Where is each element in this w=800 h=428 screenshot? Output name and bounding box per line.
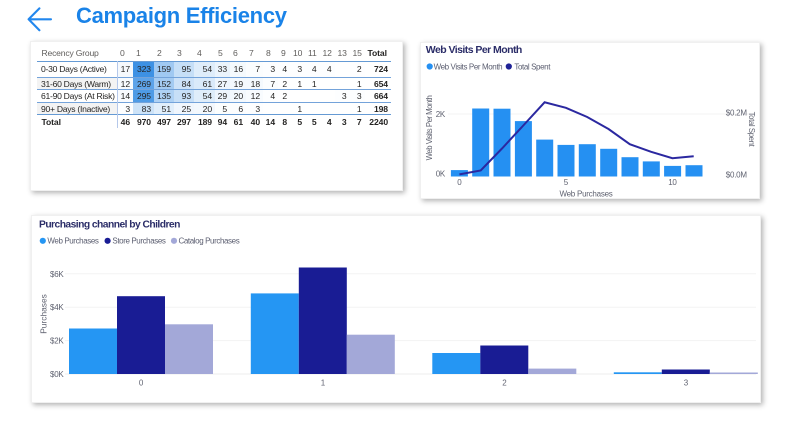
svg-text:1: 1	[321, 378, 326, 387]
svg-text:Purchasing channel by Children: Purchasing channel by Children	[39, 220, 180, 231]
svg-text:2K: 2K	[436, 110, 446, 119]
svg-text:Web Visits Per Month: Web Visits Per Month	[434, 62, 503, 71]
svg-text:$0K: $0K	[50, 370, 64, 379]
svg-text:2: 2	[502, 378, 507, 387]
svg-text:10: 10	[668, 178, 677, 187]
svg-text:Web Purchases: Web Purchases	[47, 237, 99, 246]
svg-text:Catalog Purchases: Catalog Purchases	[179, 237, 240, 246]
svg-text:Purchases: Purchases	[39, 294, 49, 334]
svg-text:Total Spent: Total Spent	[514, 62, 551, 71]
svg-text:0: 0	[139, 378, 144, 387]
svg-text:$0.0M: $0.0M	[726, 170, 748, 179]
svg-text:0K: 0K	[436, 170, 446, 179]
svg-text:$6K: $6K	[50, 270, 64, 279]
svg-text:0: 0	[457, 178, 462, 187]
svg-text:Total Spent: Total Spent	[747, 112, 756, 148]
svg-text:5: 5	[564, 178, 569, 187]
svg-text:$2K: $2K	[50, 337, 64, 346]
svg-text:Web Visits Per Month: Web Visits Per Month	[425, 96, 434, 161]
svg-text:$4K: $4K	[50, 303, 64, 312]
svg-text:Web Purchases: Web Purchases	[559, 189, 612, 198]
svg-text:3: 3	[684, 378, 689, 387]
svg-text:Store Purchases: Store Purchases	[112, 237, 166, 246]
svg-text:$0.2M: $0.2M	[726, 109, 748, 118]
svg-text:Web Visits Per Month: Web Visits Per Month	[426, 44, 522, 56]
